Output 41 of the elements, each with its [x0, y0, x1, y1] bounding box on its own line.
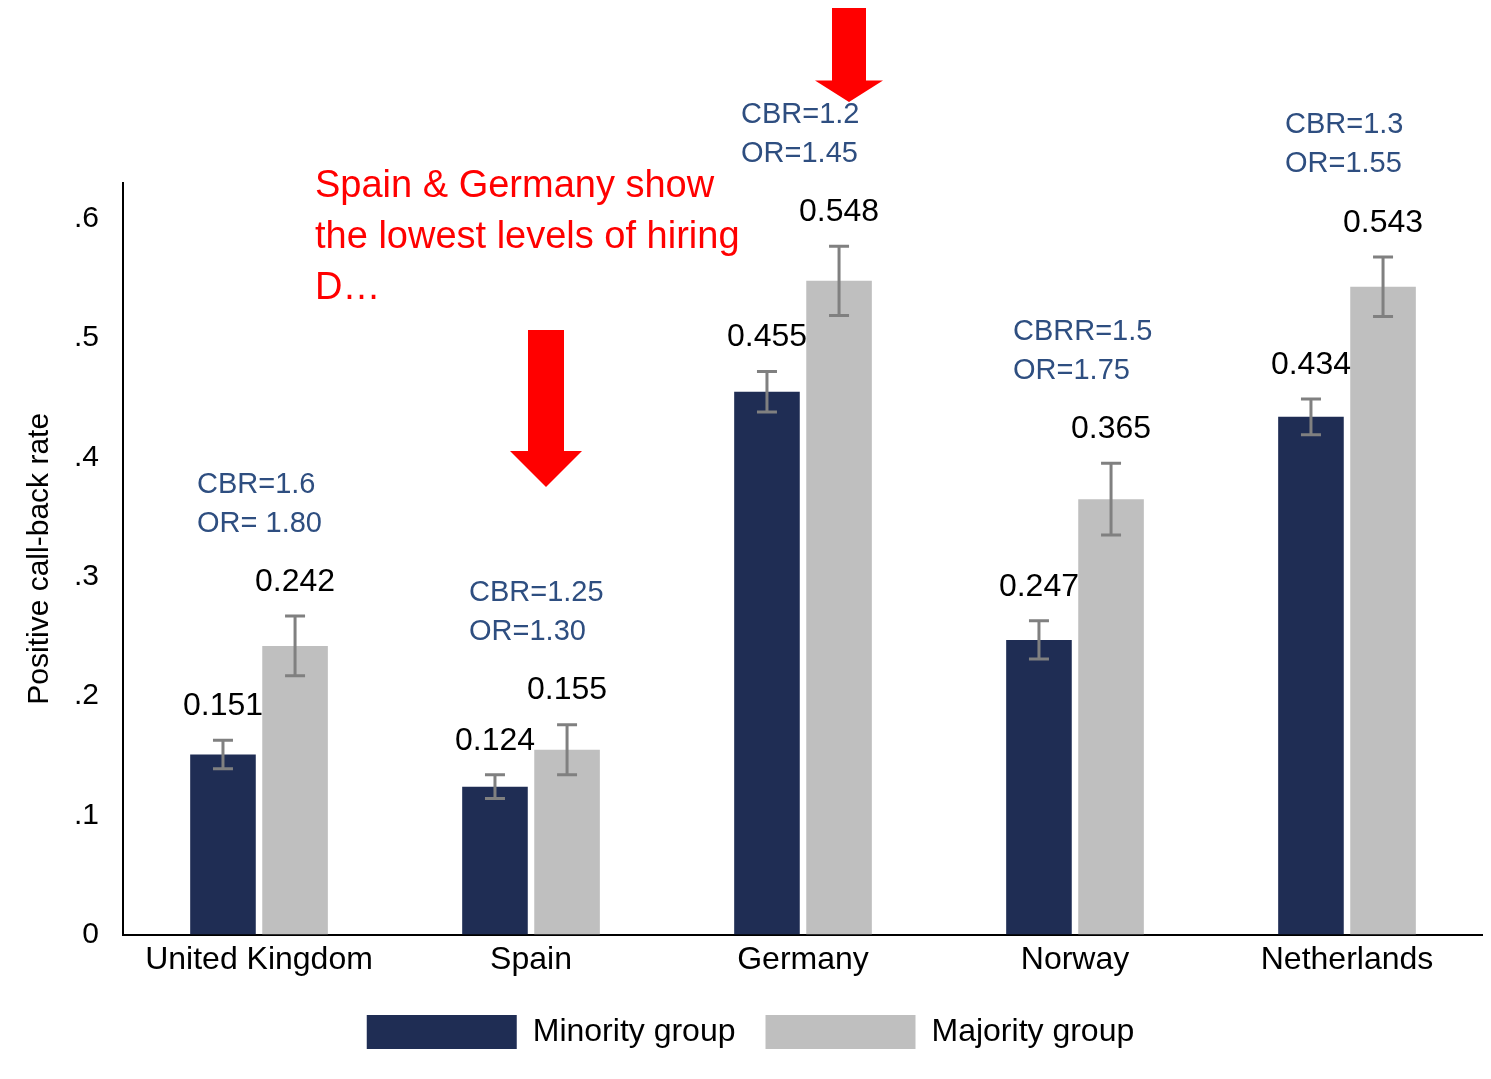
y-tick-label: .2 [73, 677, 100, 711]
bar [262, 645, 328, 935]
x-tick-label: Netherlands [1260, 939, 1434, 976]
y-tick-label: .1 [73, 796, 100, 830]
x-tick-label: Norway [1020, 939, 1130, 976]
y-axis-title: Positive call-back rate [21, 412, 55, 705]
annotation: CBR=1.25 OR=1.30 [469, 575, 604, 647]
data-label: 0.455 [726, 317, 808, 354]
bar [1078, 499, 1144, 935]
data-label: 0.247 [998, 566, 1080, 603]
bar [806, 280, 872, 935]
annotation: CBRR=1.5 OR=1.75 [1013, 313, 1153, 385]
y-tick-label: .5 [73, 319, 100, 353]
y-tick-label: .4 [73, 438, 100, 472]
bar [1278, 416, 1344, 935]
data-label: 0.242 [255, 561, 336, 598]
bar [734, 391, 800, 935]
y-tick-label: .3 [73, 557, 100, 591]
data-label: 0.151 [182, 685, 264, 722]
data-label: 0.548 [799, 192, 880, 229]
data-label: 0.124 [454, 720, 536, 757]
text: CBR=1.2 OR=1.45 [741, 96, 860, 168]
y-tick-label: .6 [73, 200, 100, 234]
bar [534, 749, 600, 935]
bar [190, 754, 256, 935]
y-tick-label: 0 [82, 915, 100, 949]
text: CBR=1.3 OR=1.55 [1285, 107, 1404, 179]
bar [1350, 286, 1416, 935]
annotation: CBR=1.6 OR= 1.80 [197, 466, 322, 538]
legend-label: Majority group [931, 1011, 1135, 1048]
data-label: 0.543 [1343, 202, 1424, 239]
annotation: Spain & Germany show the lowest levels of hiring D… [315, 163, 740, 308]
bar [462, 786, 528, 935]
x-tick-label: Spain [490, 939, 572, 976]
data-label: 0.434 [1270, 344, 1351, 381]
x-tick-label: United Kingdom [145, 939, 373, 976]
data-label: 0.365 [1071, 409, 1152, 446]
data-label: 0.155 [527, 670, 608, 707]
x-tick-label: Germany [737, 939, 869, 976]
legend-label: Minority group [532, 1011, 736, 1048]
bar [1006, 639, 1072, 935]
